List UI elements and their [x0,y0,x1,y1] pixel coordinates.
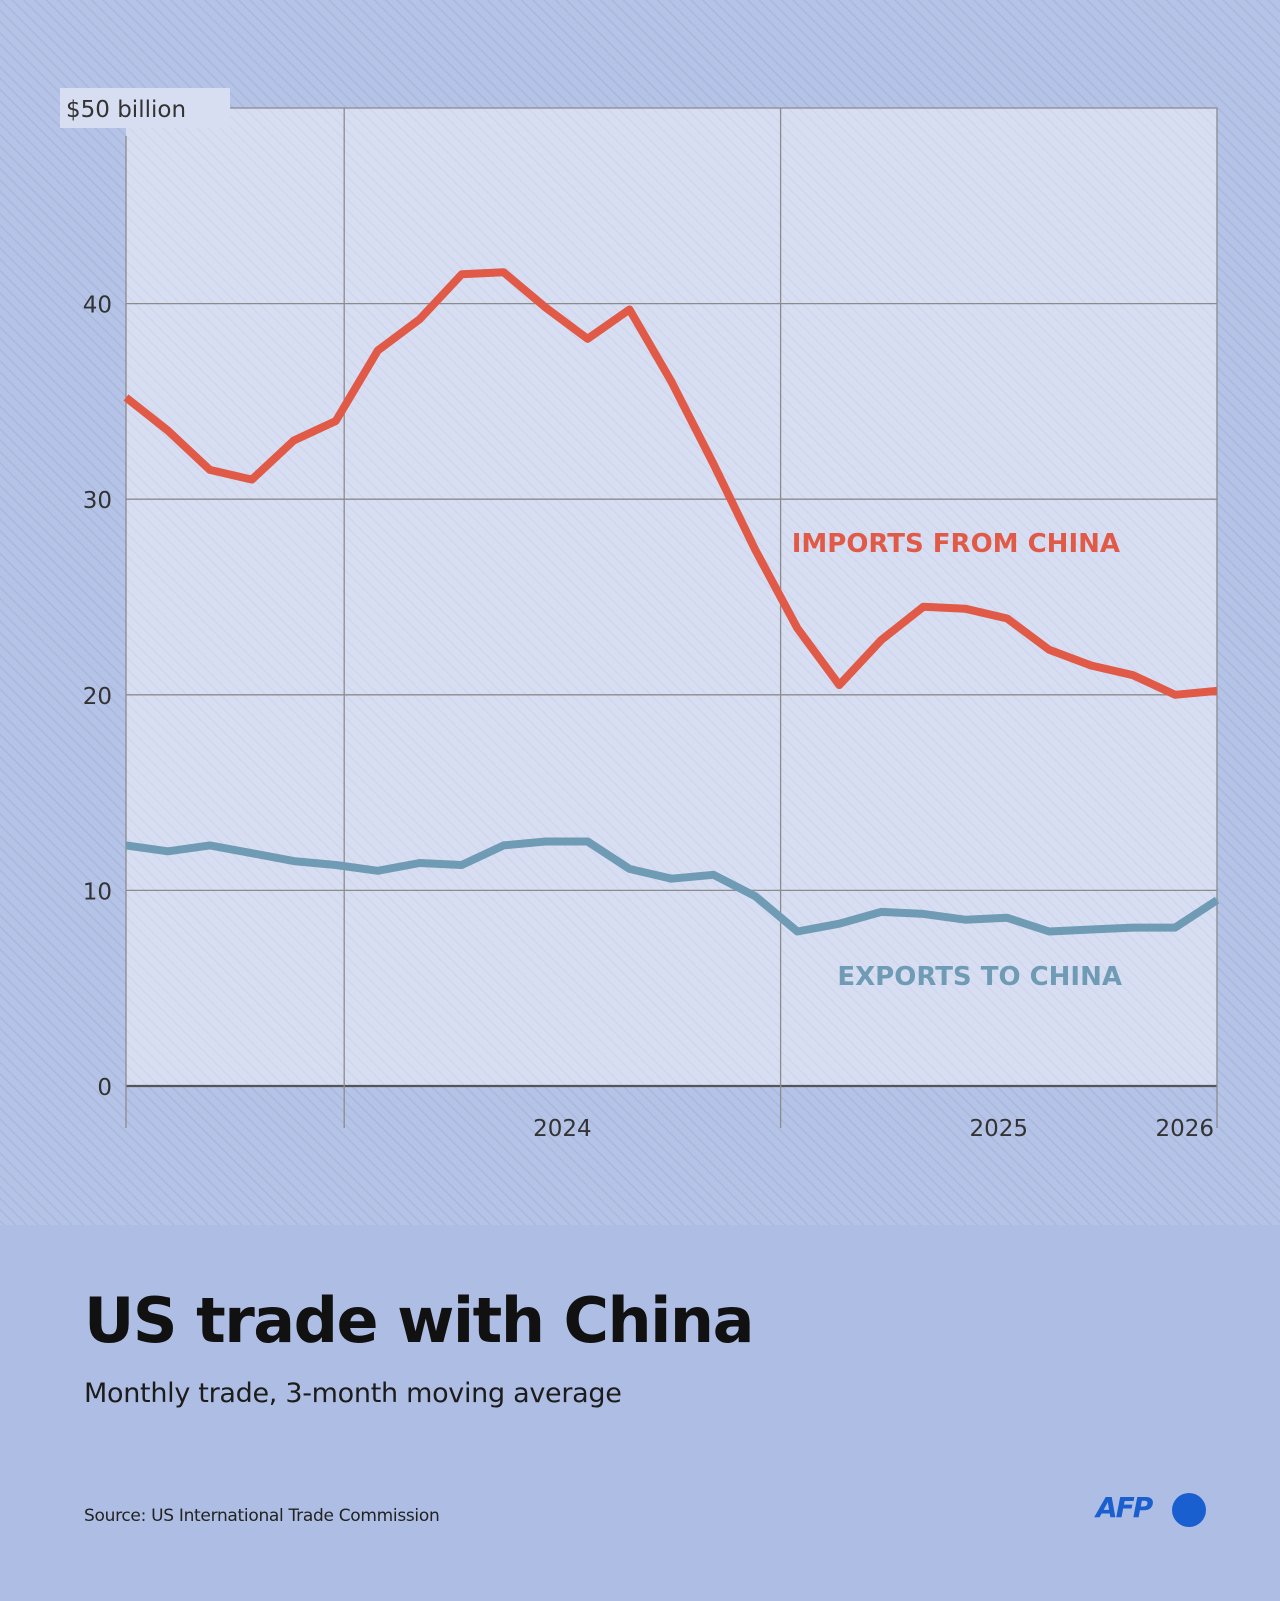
series-label-imports: IMPORTS FROM CHINA [792,529,1120,559]
y-tick-label: 30 [83,488,112,514]
y-tick-label: 20 [83,684,112,710]
chart-title: US trade with China [84,1284,754,1357]
x-tick-label: 2024 [533,1116,592,1142]
afp-logo: AFP [1096,1490,1208,1530]
chart-subtitle: Monthly trade, 3-month moving average [84,1378,622,1409]
y-tick-label: 40 [83,293,112,319]
caption-panel [0,1225,1280,1601]
y-tick-label: 0 [97,1075,112,1101]
series-line-exports [125,837,1220,936]
x-tick-label: 2025 [970,1116,1029,1142]
source-note: Source: US International Trade Commissio… [84,1506,440,1526]
grid-lines [125,107,1218,1128]
chart-labels: 0 10 20 30 40 $50 billion 2024 2025 2026 IMPORTS … [60,88,1214,1142]
afp-logo-dot-icon [1172,1493,1206,1527]
series-lines [123,268,1220,936]
trade-chart: 0 10 20 30 40 $50 billion 2024 2025 2026 IMPORTS … [0,0,1280,1225]
series-label-exports: EXPORTS TO CHINA [837,962,1122,992]
x-tick-label: 2026 [1155,1116,1214,1142]
ylabel-backdrop [60,88,230,128]
series-line-imports [123,268,1218,699]
y-tick-label: 10 [83,879,112,905]
y-axis-unit-label: $50 billion [66,97,186,123]
afp-logo-text: AFP [1096,1491,1153,1524]
plot-background [126,108,1217,1086]
